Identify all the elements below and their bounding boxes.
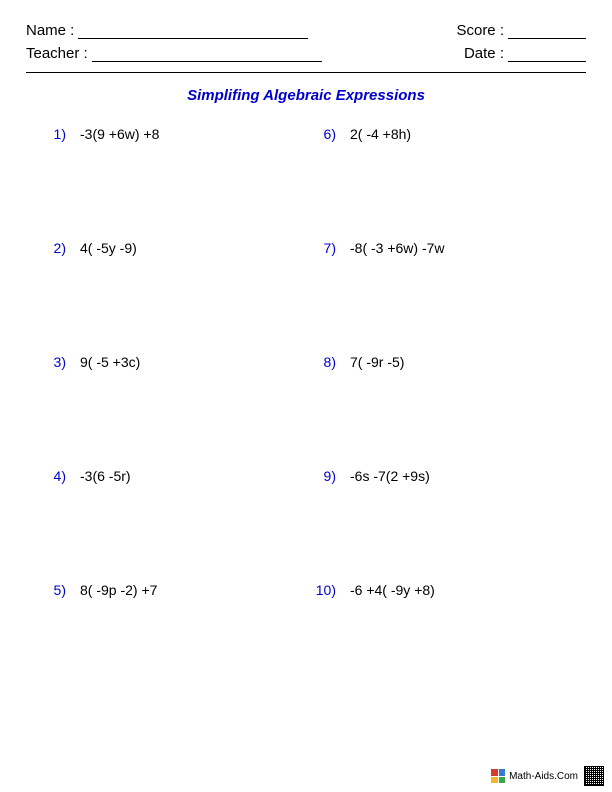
header-section: Name : Score : Teacher : Date : bbox=[26, 22, 586, 73]
icon-tile bbox=[499, 769, 506, 776]
problem-item: 10) -6 +4( -9y +8) bbox=[306, 582, 576, 696]
footer-site-label: Math-Aids.Com bbox=[509, 771, 578, 782]
header-divider bbox=[26, 72, 586, 73]
problem-expression: 7( -9r -5) bbox=[338, 354, 404, 370]
score-label: Score : bbox=[456, 22, 504, 39]
problem-number: 1) bbox=[36, 126, 68, 142]
icon-tile bbox=[491, 777, 498, 784]
problem-expression: 4( -5y -9) bbox=[68, 240, 137, 256]
problems-column-right: 6) 2( -4 +8h) 7) -8( -3 +6w) -7w 8) 7( -… bbox=[306, 126, 576, 696]
score-blank[interactable] bbox=[508, 25, 586, 39]
problem-number: 2) bbox=[36, 240, 68, 256]
worksheet-title: Simplifing Algebraic Expressions bbox=[26, 87, 586, 104]
date-field: Date : bbox=[464, 45, 586, 62]
name-label: Name : bbox=[26, 22, 74, 39]
footer: Math-Aids.Com bbox=[491, 766, 604, 786]
problem-item: 4) -3(6 -5r) bbox=[36, 468, 306, 582]
teacher-blank[interactable] bbox=[92, 48, 322, 62]
teacher-label: Teacher : bbox=[26, 45, 88, 62]
date-blank[interactable] bbox=[508, 48, 586, 62]
problem-expression: 2( -4 +8h) bbox=[338, 126, 411, 142]
name-field: Name : bbox=[26, 22, 308, 39]
problem-expression: -3(6 -5r) bbox=[68, 468, 131, 484]
header-row-2: Teacher : Date : bbox=[26, 45, 586, 62]
problem-item: 3) 9( -5 +3c) bbox=[36, 354, 306, 468]
problem-item: 5) 8( -9p -2) +7 bbox=[36, 582, 306, 696]
problem-expression: -6s -7(2 +9s) bbox=[338, 468, 430, 484]
teacher-field: Teacher : bbox=[26, 45, 322, 62]
problem-number: 8) bbox=[306, 354, 338, 370]
problem-expression: -3(9 +6w) +8 bbox=[68, 126, 159, 142]
problem-item: 9) -6s -7(2 +9s) bbox=[306, 468, 576, 582]
problem-number: 10) bbox=[306, 582, 338, 598]
problem-item: 7) -8( -3 +6w) -7w bbox=[306, 240, 576, 354]
name-blank[interactable] bbox=[78, 25, 308, 39]
problem-item: 1) -3(9 +6w) +8 bbox=[36, 126, 306, 240]
problems-container: 1) -3(9 +6w) +8 2) 4( -5y -9) 3) 9( -5 +… bbox=[26, 126, 586, 696]
problem-number: 3) bbox=[36, 354, 68, 370]
problems-column-left: 1) -3(9 +6w) +8 2) 4( -5y -9) 3) 9( -5 +… bbox=[36, 126, 306, 696]
problem-expression: 9( -5 +3c) bbox=[68, 354, 140, 370]
icon-tile bbox=[499, 777, 506, 784]
problem-number: 9) bbox=[306, 468, 338, 484]
date-label: Date : bbox=[464, 45, 504, 62]
qr-icon bbox=[584, 766, 604, 786]
problem-expression: 8( -9p -2) +7 bbox=[68, 582, 157, 598]
problem-number: 4) bbox=[36, 468, 68, 484]
header-row-1: Name : Score : bbox=[26, 22, 586, 39]
problem-expression: -6 +4( -9y +8) bbox=[338, 582, 435, 598]
score-field: Score : bbox=[456, 22, 586, 39]
problem-item: 8) 7( -9r -5) bbox=[306, 354, 576, 468]
problem-expression: -8( -3 +6w) -7w bbox=[338, 240, 445, 256]
problem-number: 6) bbox=[306, 126, 338, 142]
problem-item: 2) 4( -5y -9) bbox=[36, 240, 306, 354]
problem-number: 7) bbox=[306, 240, 338, 256]
math-aids-icon bbox=[491, 769, 505, 783]
problem-item: 6) 2( -4 +8h) bbox=[306, 126, 576, 240]
problem-number: 5) bbox=[36, 582, 68, 598]
icon-tile bbox=[491, 769, 498, 776]
